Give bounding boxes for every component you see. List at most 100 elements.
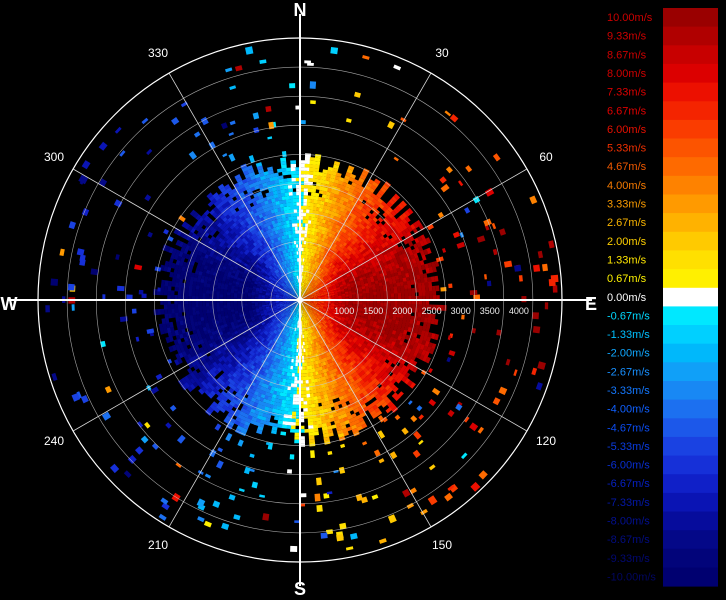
velocity-gate [307, 273, 310, 278]
velocity-gate [366, 302, 370, 306]
velocity-gate [355, 291, 360, 295]
velocity-gate [313, 297, 318, 299]
velocity-gate [314, 253, 317, 258]
velocity-gate [313, 303, 317, 306]
velocity-gate [373, 292, 377, 296]
velocity-gate [324, 333, 328, 337]
velocity-gate [325, 255, 330, 260]
velocity-gate [372, 216, 379, 223]
velocity-gate [316, 293, 321, 296]
velocity-gate [310, 297, 314, 299]
velocity-gate [317, 279, 321, 284]
velocity-gate [317, 200, 322, 205]
velocity-gate [303, 298, 307, 300]
velocity-gate [310, 255, 313, 260]
velocity-gate [327, 283, 332, 287]
velocity-gate [344, 365, 350, 370]
velocity-gate [313, 256, 316, 261]
velocity-gate [310, 308, 314, 312]
velocity-gate [338, 295, 342, 298]
velocity-gate [386, 290, 391, 295]
velocity-gate [381, 401, 388, 408]
velocity-gate [307, 262, 310, 267]
velocity-gate [317, 333, 321, 338]
velocity-gate [321, 317, 325, 321]
velocity-gate [311, 307, 315, 310]
velocity-gate [324, 285, 329, 288]
velocity-gate [342, 329, 347, 334]
velocity-gate [321, 194, 327, 199]
velocity-gate [344, 360, 350, 366]
velocity-gate [422, 335, 428, 342]
velocity-gate [353, 252, 359, 258]
velocity-gate [411, 248, 417, 255]
velocity-gate [336, 310, 341, 314]
velocity-gate [352, 246, 358, 252]
velocity-gate [326, 348, 330, 353]
velocity-gate [407, 225, 413, 233]
velocity-gate [308, 178, 314, 182]
velocity-gate [317, 275, 321, 279]
velocity-gate [328, 266, 332, 270]
velocity-gate [300, 198, 305, 203]
velocity-gate [361, 286, 366, 290]
velocity-gate [336, 345, 341, 350]
velocity-gate [309, 286, 312, 290]
velocity-gate [404, 307, 409, 312]
velocity-gate [405, 276, 411, 282]
velocity-gate [348, 352, 354, 358]
velocity-gate [300, 174, 305, 178]
velocity-gate [317, 303, 321, 305]
velocity-gate [331, 313, 336, 316]
velocity-gate [327, 347, 332, 352]
velocity-gate [304, 283, 307, 287]
velocity-gate [350, 322, 355, 327]
velocity-gate [303, 305, 307, 309]
velocity-gate [316, 322, 320, 326]
velocity-gate [375, 310, 380, 315]
velocity-gate [361, 212, 368, 218]
velocity-gate [308, 277, 311, 282]
velocity-gate [316, 294, 321, 296]
velocity-gate [300, 195, 305, 199]
velocity-gate [307, 223, 312, 228]
velocity-gate [308, 216, 313, 221]
velocity-gate [303, 275, 306, 280]
velocity-gate [372, 289, 377, 293]
velocity-gate [314, 157, 321, 162]
velocity-gate [369, 292, 374, 296]
velocity-gate [319, 268, 323, 272]
velocity-gate [346, 273, 351, 278]
velocity-gate [312, 316, 316, 320]
velocity-gate [315, 283, 319, 287]
velocity-gate [302, 282, 305, 287]
velocity-gate [334, 297, 339, 299]
velocity-gate [328, 285, 333, 289]
velocity-gate [311, 289, 315, 293]
velocity-gate [398, 274, 403, 280]
velocity-gate [315, 207, 321, 212]
velocity-gate [351, 244, 356, 250]
velocity-gate [322, 261, 326, 266]
velocity-gate [308, 291, 312, 294]
velocity-gate [341, 341, 346, 346]
velocity-gate [305, 308, 308, 312]
velocity-gate [316, 303, 321, 306]
velocity-gate [350, 261, 356, 266]
velocity-gate [307, 266, 310, 270]
velocity-gate [331, 276, 336, 280]
velocity-gate [425, 300, 430, 306]
velocity-gate [315, 290, 319, 293]
velocity-gate [301, 279, 303, 283]
velocity-gate [329, 267, 333, 271]
velocity-gate [332, 167, 339, 173]
velocity-gate [306, 296, 311, 299]
velocity-gate [319, 328, 323, 332]
velocity-gate [374, 393, 381, 400]
velocity-gate [329, 346, 334, 351]
velocity-gate [306, 302, 310, 304]
velocity-gate [309, 309, 313, 313]
velocity-gate [333, 309, 337, 313]
velocity-gate [390, 210, 397, 217]
velocity-gate [418, 300, 423, 305]
